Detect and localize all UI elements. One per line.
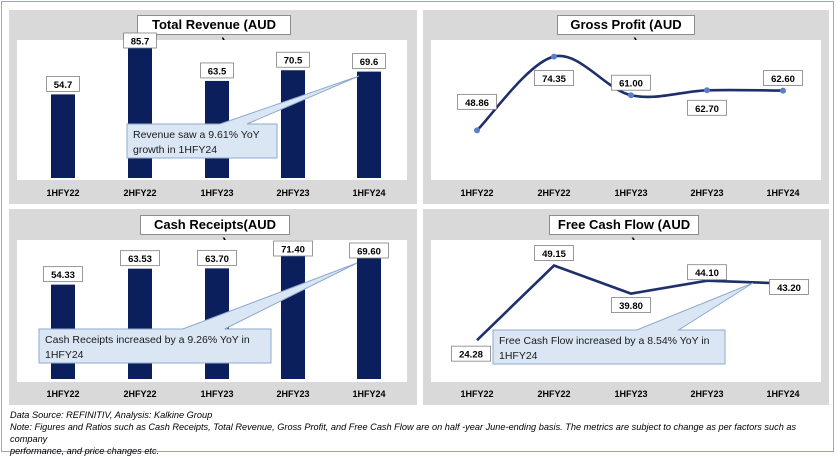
data-label-box [200, 62, 234, 79]
data-label: 54.7 [54, 80, 73, 91]
x-tick-label: 1HFY24 [766, 389, 799, 399]
data-label: 71.40 [281, 245, 305, 256]
data-label: 63.5 [208, 66, 227, 77]
data-label: 69.60 [357, 247, 381, 258]
data-label-box [43, 266, 83, 283]
x-tick-label: 1HFY22 [46, 389, 79, 399]
footer-notes: Data Source: REFINITIV, Analysis: Kalkin… [10, 409, 833, 457]
data-label-box [197, 249, 237, 266]
callout-text: Cash Receipts increased by a 9.26% YoY i… [45, 334, 250, 346]
data-label: 39.80 [619, 301, 643, 312]
data-point [628, 92, 634, 99]
data-label: 24.28 [459, 350, 483, 361]
data-label-box [457, 93, 497, 110]
bar [357, 258, 381, 379]
total-revenue-chart: 1HFY22 2HFY22 1HFY23 2HFY23 1HFY24 54.7 85.7 63… [46, 32, 386, 198]
callout-text: 1HFY24 [45, 349, 84, 361]
x-tick-label: 1HFY23 [614, 389, 647, 399]
gross-profit-chart: 1HFY22 2HFY22 1HFY23 2HFY23 1HFY24 48.86 74.35… [457, 53, 803, 198]
data-label-box [349, 242, 389, 259]
x-tick-label: 1HFY24 [352, 188, 385, 198]
data-label: 62.60 [771, 74, 795, 85]
x-tick-label: 2HFY23 [276, 188, 309, 198]
data-label: 62.70 [695, 104, 719, 115]
callout-text: 1HFY24 [499, 350, 538, 362]
chart-title: Total Revenue (AUD mn) [137, 15, 291, 50]
data-label-box [276, 51, 310, 68]
data-label: 74.35 [542, 74, 566, 85]
series-line [476, 264, 784, 342]
x-tick-label: 1HFY23 [200, 389, 233, 399]
x-tick-label: 2HFY22 [123, 389, 156, 399]
cash-receipts-panel: Cash Receipts(AUD mn) 1HFY22 2HFY22 1HFY23… [9, 209, 417, 405]
bar [51, 94, 75, 178]
free-cash-flow-chart: 1HFY22 2HFY22 1HFY23 2HFY23 1HFY24 Free Cash … [451, 245, 809, 399]
x-tick-label: 2HFY23 [690, 188, 723, 198]
data-label: 63.70 [205, 254, 229, 265]
bar [357, 71, 381, 178]
data-label: 49.15 [542, 249, 566, 260]
data-label-box [451, 345, 491, 362]
data-point [704, 87, 710, 94]
data-label-box [769, 279, 809, 295]
data-label-box [46, 75, 80, 92]
data-label: 43.20 [777, 283, 801, 294]
data-label-box [687, 99, 727, 116]
callout-text: Free Cash Flow increased by a 8.54% YoY … [499, 335, 710, 347]
x-tick-label: 1HFY23 [614, 188, 647, 198]
data-label: 63.53 [128, 254, 152, 265]
data-label-box [687, 264, 727, 281]
x-tick-label: 2HFY23 [690, 389, 723, 399]
x-tick-label: 1HFY22 [46, 188, 79, 198]
data-label-box [611, 297, 651, 313]
callout-box [126, 75, 360, 159]
data-label-box [763, 70, 803, 86]
data-label-box [120, 250, 160, 267]
data-label-box [123, 32, 157, 49]
callout-box [492, 282, 754, 365]
total-revenue-panel: Total Revenue (AUD mn) 1HFY222HFY221HFY2… [9, 10, 417, 204]
chart-title: Free Cash Flow (AUD mn) [549, 215, 699, 250]
data-label: 85.7 [131, 37, 150, 48]
callout-box [38, 262, 358, 364]
series-line [476, 54, 784, 132]
data-point [474, 127, 480, 134]
data-point [780, 87, 786, 94]
bar [281, 255, 305, 379]
x-tick-label: 2HFY23 [276, 389, 309, 399]
data-label-box [352, 53, 386, 70]
cash-receipts-chart: 1HFY22 2HFY22 1HFY23 2HFY23 1HFY24 54.33 63.53… [38, 240, 389, 399]
data-label-box [611, 74, 651, 91]
free-cash-flow-panel: Free Cash Flow (AUD mn) 1HFY222HFY221HFY… [423, 209, 829, 405]
data-label: 70.5 [284, 56, 303, 67]
data-label: 44.10 [695, 268, 719, 279]
x-tick-label: 1HFY22 [460, 389, 493, 399]
callout-text: growth in 1HFY24 [133, 144, 217, 156]
data-label: 69.6 [360, 57, 379, 68]
data-label: 48.86 [465, 98, 489, 109]
callout-text: Revenue saw a 9.61% YoY [133, 129, 260, 141]
data-label: 54.33 [51, 270, 75, 281]
x-tick-label: 1HFY24 [352, 389, 385, 399]
data-label-box [273, 240, 313, 257]
x-tick-label: 1HFY24 [766, 188, 799, 198]
chart-title: Gross Profit (AUD mn) [557, 15, 695, 50]
note-text-continued: performance, and price changes etc. [10, 446, 160, 456]
x-tick-label: 2HFY22 [537, 188, 570, 198]
chart-title: Cash Receipts(AUD mn) [140, 215, 290, 250]
data-label: 61.00 [619, 79, 643, 90]
x-tick-label: 2HFY22 [537, 389, 570, 399]
data-label-box [534, 70, 574, 86]
x-tick-label: 1HFY22 [460, 188, 493, 198]
x-tick-label: 1HFY23 [200, 188, 233, 198]
note-text: Note: Figures and Ratios such as Cash Re… [10, 422, 797, 444]
data-label-box [534, 245, 574, 261]
gross-profit-panel: Gross Profit (AUD mn) 1HFY22 2HFY22 1HFY23… [423, 10, 829, 204]
data-point [551, 53, 557, 60]
x-tick-label: 2HFY22 [123, 188, 156, 198]
bar [281, 70, 305, 178]
data-source-text: Data Source: REFINITIV, Analysis: Kalkin… [10, 410, 213, 420]
